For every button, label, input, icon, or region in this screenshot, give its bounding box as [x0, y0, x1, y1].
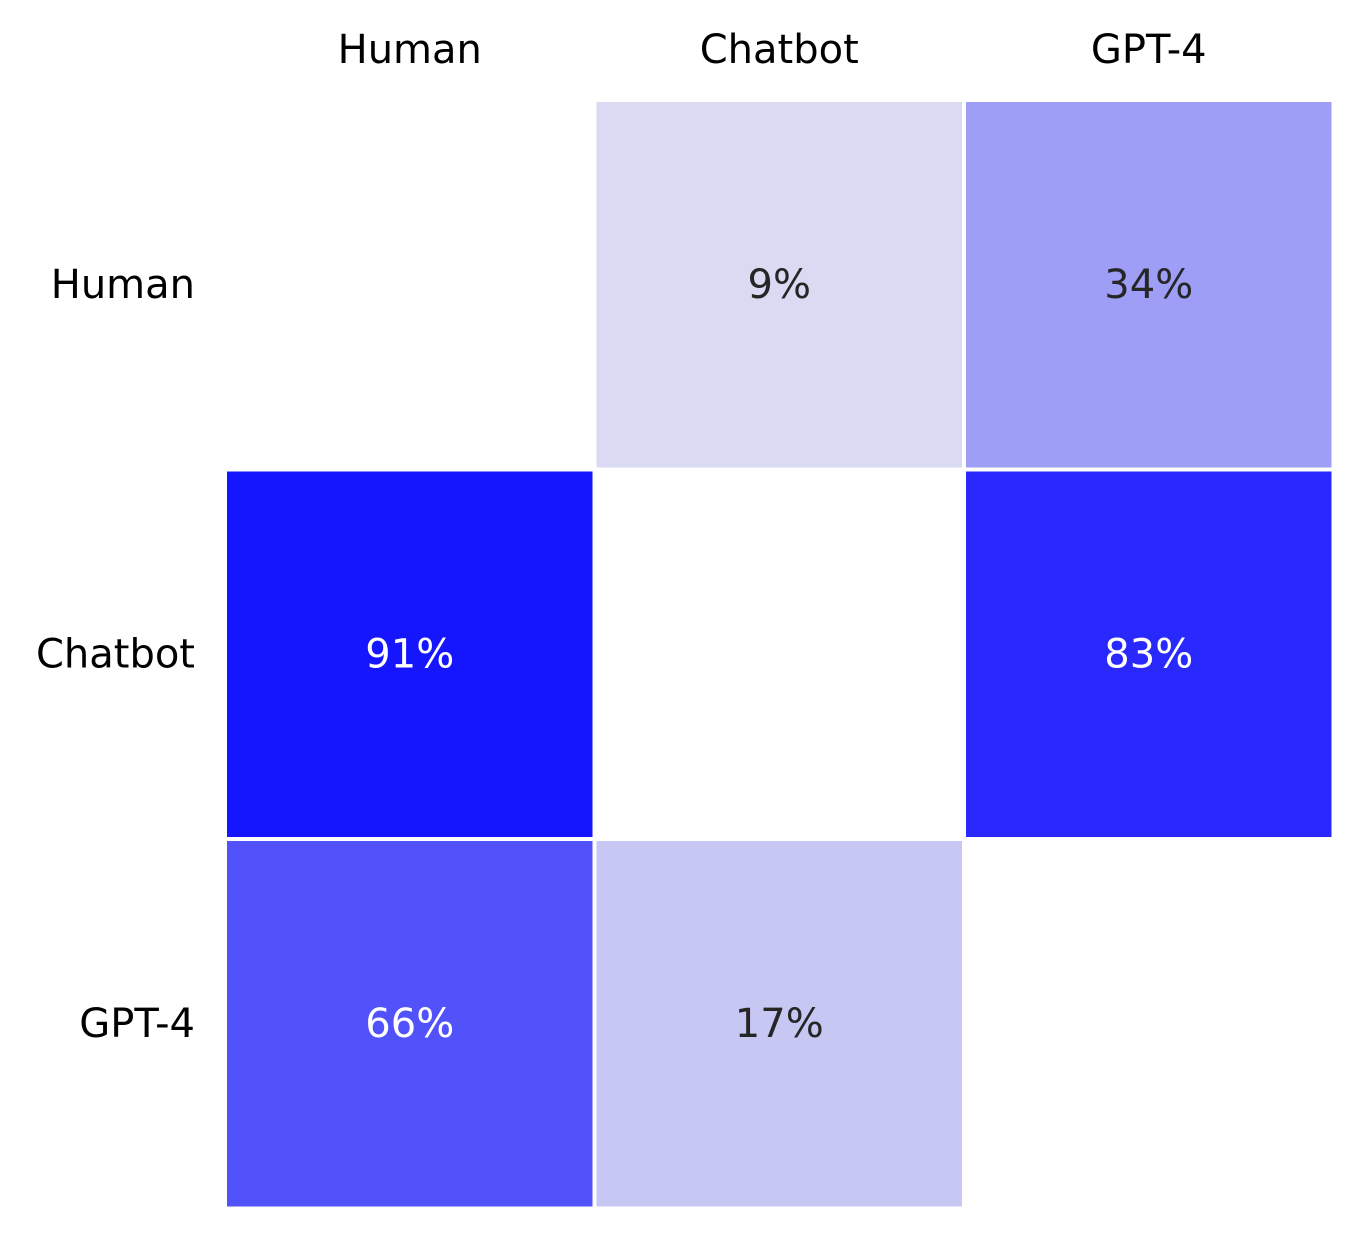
cell-label-gpt-4-chatbot: 17%	[735, 1001, 824, 1047]
cell-label-gpt-4-human: 66%	[365, 1001, 454, 1047]
column-tick-labels: Human Chatbot GPT-4	[338, 27, 1207, 73]
cell-gpt-4-chatbot	[596, 841, 962, 1207]
heatmap-cells	[227, 102, 1332, 1207]
cell-label-human-chatbot: 9%	[748, 262, 811, 308]
row-label-human: Human	[51, 262, 195, 308]
column-label-human: Human	[338, 27, 482, 73]
cell-label-chatbot-gpt-4: 83%	[1104, 631, 1193, 677]
row-label-chatbot: Chatbot	[36, 631, 195, 677]
row-label-gpt-4: GPT-4	[79, 1001, 195, 1047]
heatmap-cell-labels: 9% 34% 91% 83% 66% 17%	[365, 262, 1193, 1047]
cell-chatbot-gpt-4	[966, 471, 1332, 837]
column-label-gpt-4: GPT-4	[1091, 27, 1207, 73]
cell-chatbot-human	[227, 471, 593, 837]
cell-label-chatbot-human: 91%	[365, 631, 454, 677]
column-label-chatbot: Chatbot	[700, 27, 859, 73]
cell-human-gpt-4	[966, 102, 1332, 468]
cell-gpt-4-human	[227, 841, 593, 1207]
cell-label-human-gpt-4: 34%	[1104, 262, 1193, 308]
cell-human-chatbot	[596, 102, 962, 468]
row-tick-labels: Human Chatbot GPT-4	[36, 262, 195, 1047]
